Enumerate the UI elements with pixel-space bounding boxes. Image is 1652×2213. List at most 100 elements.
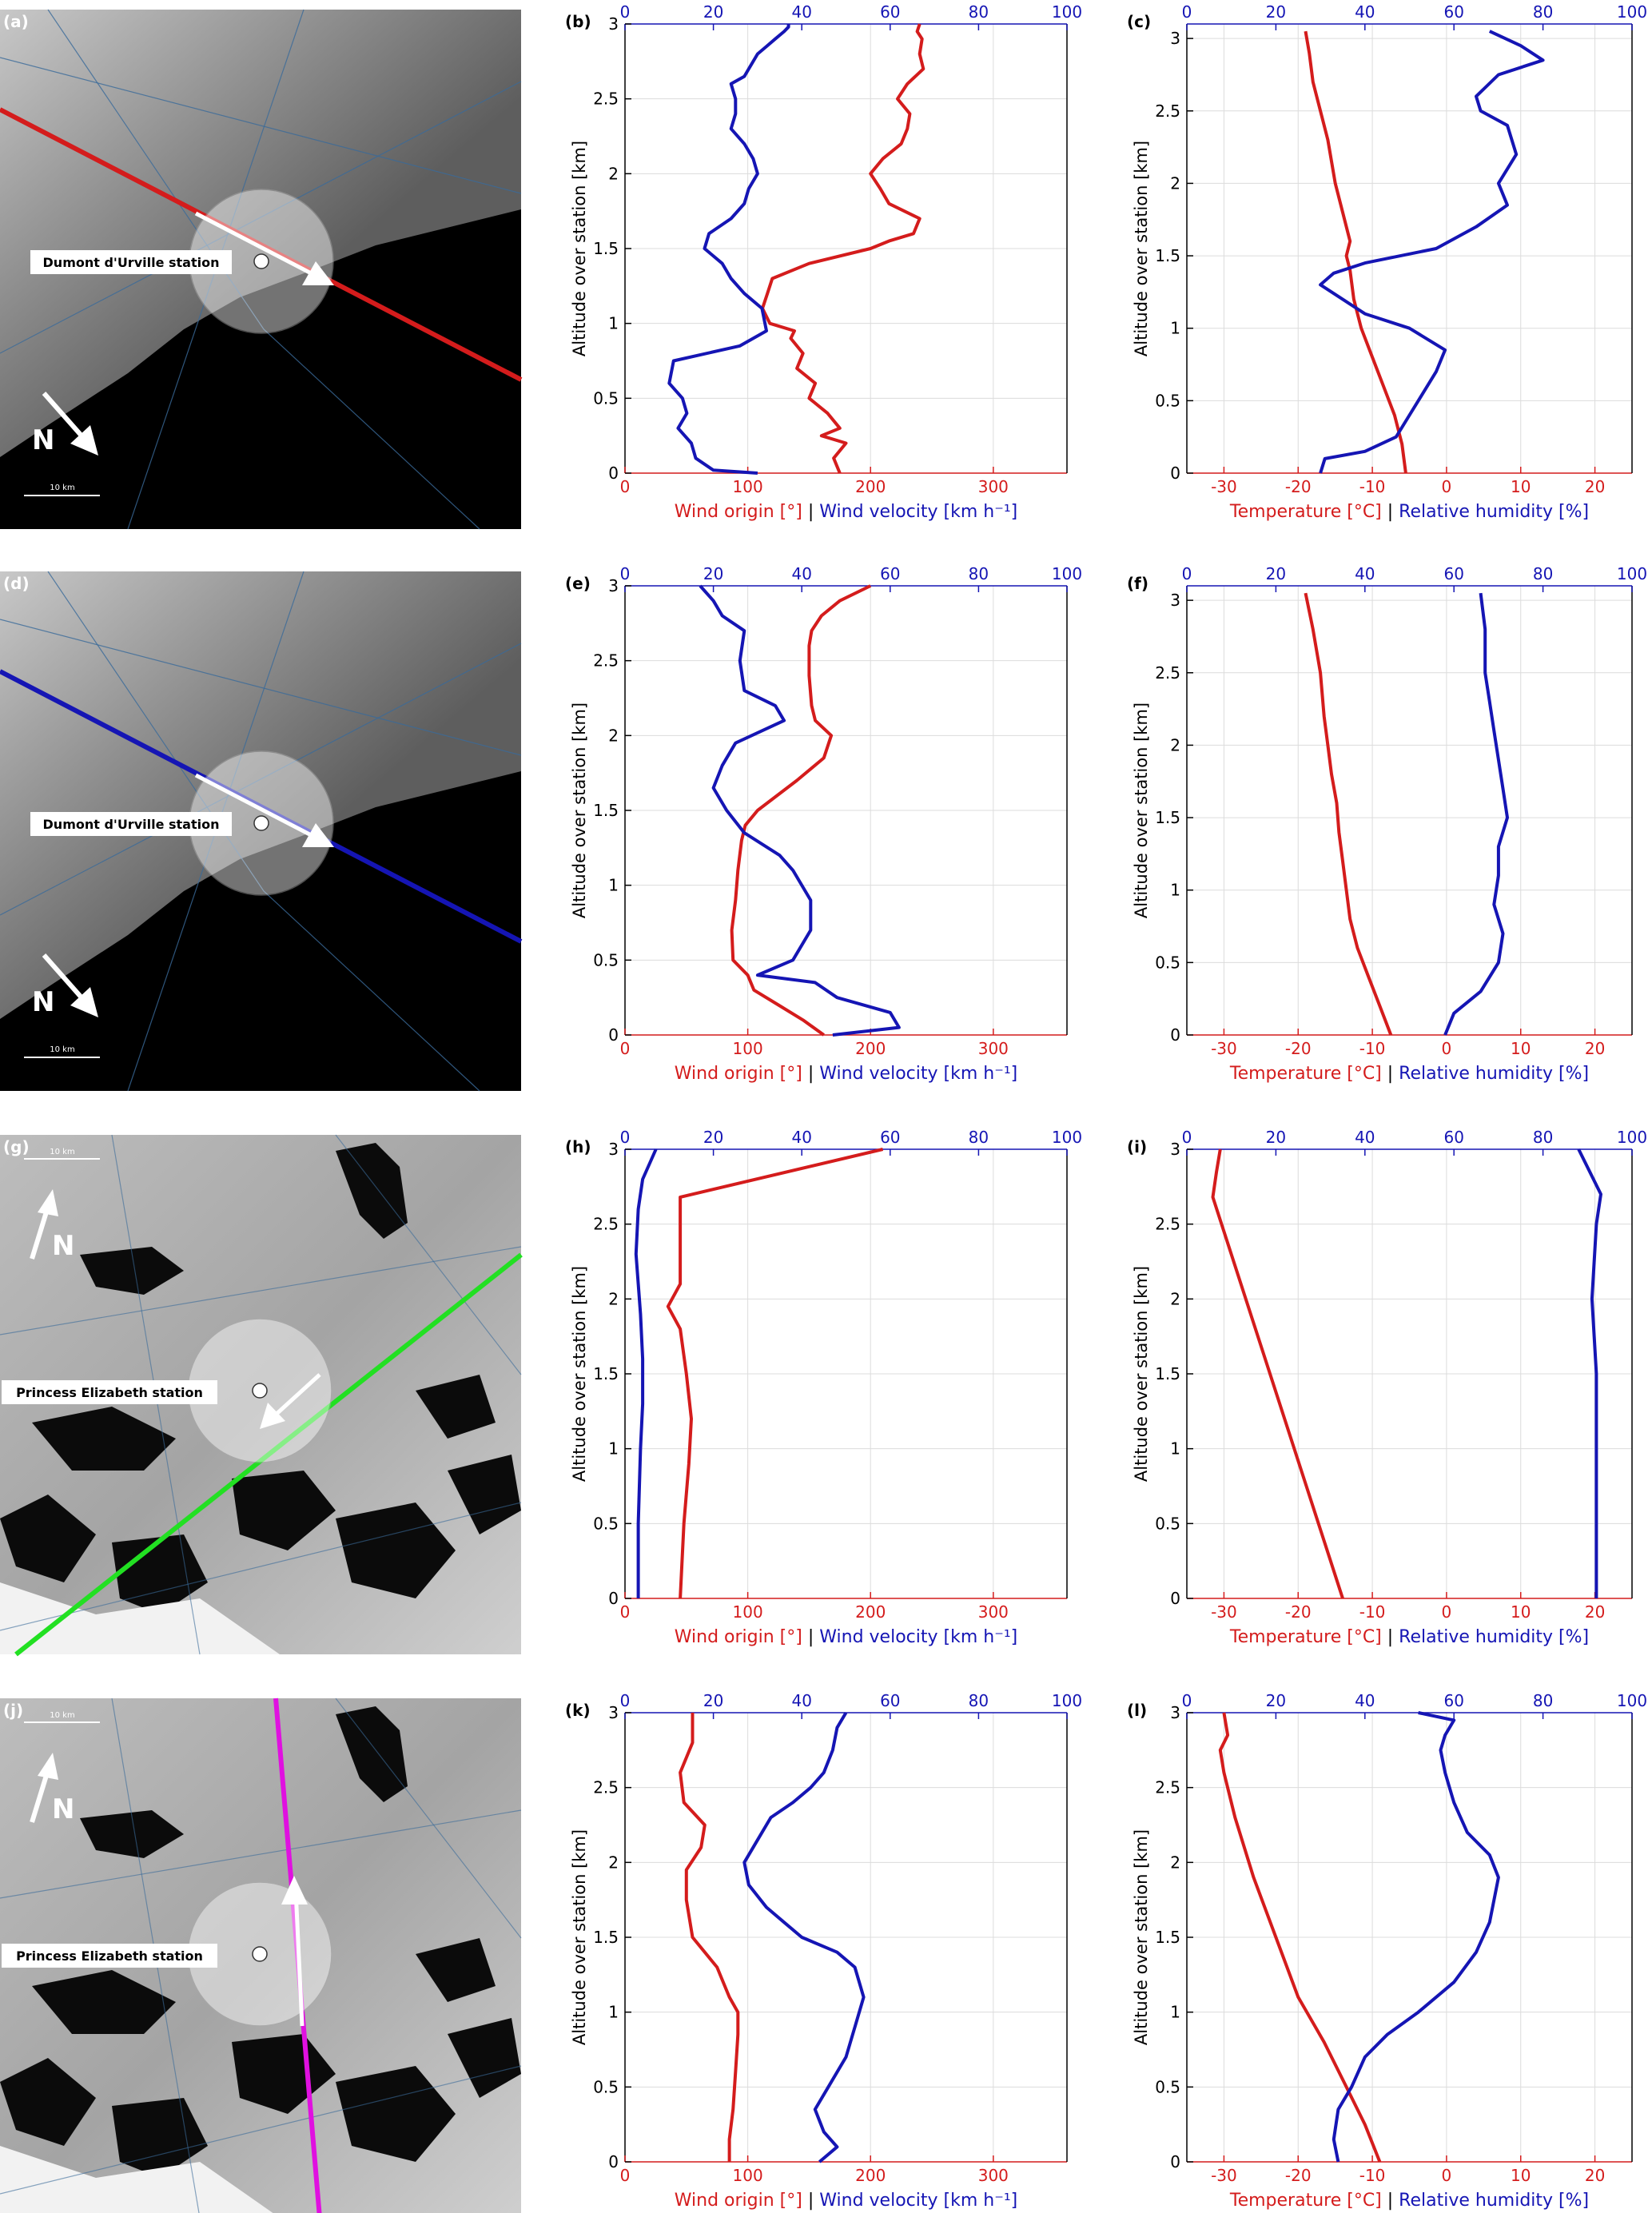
wind-arrow-shaft	[293, 1889, 305, 2027]
series-line-blue	[1577, 1148, 1602, 1598]
station-label-box	[2, 1944, 217, 1968]
y-tick-label: 2	[608, 1289, 619, 1308]
x-top-tick-label: 0	[1182, 564, 1192, 583]
y-tick-label: 1	[1170, 2003, 1180, 2022]
rock-outcrop	[336, 1706, 408, 1802]
rock-outcrop	[448, 2018, 521, 2098]
x-axis-label-part: Temperature [°C]	[1229, 1064, 1382, 1084]
x-top-tick-label: 0	[1182, 1691, 1192, 1710]
panel-label: (i)	[1127, 1137, 1147, 1156]
x-tick-label: -20	[1285, 2166, 1312, 2185]
x-tick-label: 200	[855, 2166, 886, 2185]
x-top-tick-label: 0	[620, 1691, 631, 1710]
station-label-box	[30, 812, 232, 836]
x-top-tick-label: 60	[1443, 1128, 1463, 1147]
series-line-blue	[1443, 592, 1509, 1036]
y-tick-label: 2	[1170, 1289, 1180, 1308]
wind-arrow-shaft	[194, 211, 317, 278]
x-tick-label: 0	[620, 2166, 631, 2185]
x-axis-label: Wind origin [°] | Wind velocity [km h⁻¹]	[675, 1064, 1017, 1084]
y-tick-label: 0.5	[593, 1514, 619, 1533]
station-label-box	[2, 1380, 217, 1404]
x-axis-label-part: Wind velocity	[814, 502, 937, 522]
series-line-blue	[634, 1148, 658, 1598]
x-top-tick-label: 60	[880, 564, 900, 583]
x-top-tick-label: 100	[1617, 564, 1647, 583]
y-tick-label: 1.5	[1155, 1364, 1180, 1383]
rock-outcrop	[32, 1970, 176, 2034]
y-tick-label: 0.5	[1155, 953, 1180, 972]
y-tick-label: 1.5	[1155, 808, 1180, 827]
x-axis-label-part: Wind origin [°]	[675, 1627, 802, 1647]
panel-label: (j)	[3, 1701, 23, 1720]
x-top-tick-label: 100	[1052, 2, 1082, 22]
panel-label: (k)	[565, 1701, 591, 1720]
panel-label: (e)	[565, 574, 591, 593]
x-axis-label-part: |	[802, 1064, 814, 1084]
station-label: Dumont d'Urville station	[43, 255, 220, 270]
x-top-tick-label: 40	[1355, 564, 1375, 583]
x-axis-label-part: Wind origin [°]	[675, 502, 802, 522]
panel-label: (f)	[1127, 574, 1148, 593]
y-tick-label: 0.5	[593, 950, 619, 969]
graticule-line	[0, 1502, 522, 1631]
x-axis-label-part: Wind velocity	[814, 1627, 937, 1647]
wind-arrow-head	[281, 1876, 308, 1905]
y-axis-label: Altitude over station [km]	[1132, 1266, 1151, 1482]
graticule-line	[0, 619, 522, 756]
x-tick-label: 100	[733, 1602, 763, 1622]
x-tick-label: -20	[1285, 1039, 1312, 1058]
x-top-tick-label: 20	[1266, 2, 1286, 22]
graticule-line	[335, 1698, 522, 1939]
x-tick-label: -30	[1211, 1039, 1237, 1058]
station-marker	[252, 1383, 268, 1399]
map-panel: Dumont d'Urville station N 10 km (d)	[0, 571, 523, 1092]
y-tick-label: 2	[608, 1853, 619, 1872]
graticule-line	[0, 81, 522, 354]
rock-outcrop	[336, 1143, 408, 1239]
north-arrow-shaft	[42, 392, 89, 443]
x-tick-label: 300	[978, 2166, 1009, 2185]
x-axis-label-part: Wind velocity	[814, 1064, 937, 1084]
station-marker	[253, 815, 269, 831]
panel-label: (c)	[1127, 12, 1151, 31]
x-top-tick-label: 0	[620, 564, 631, 583]
y-tick-label: 2	[608, 726, 619, 745]
x-tick-label: -10	[1359, 477, 1386, 496]
north-label: N	[32, 986, 54, 1018]
map-panel: Dumont d'Urville station N 10 km (a)	[0, 9, 523, 530]
y-tick-label: 2.5	[593, 1778, 619, 1797]
y-tick-label: 1.5	[593, 239, 619, 258]
x-tick-label: 20	[1585, 1602, 1605, 1622]
y-axis-label: Altitude over station [km]	[1132, 703, 1151, 918]
x-tick-label: 300	[978, 1039, 1009, 1058]
north-arrow-head	[70, 425, 98, 456]
x-top-tick-label: 80	[1533, 564, 1553, 583]
x-tick-label: 20	[1585, 1039, 1605, 1058]
panel-label: (a)	[3, 12, 29, 31]
x-axis-label-part: |	[1382, 1627, 1393, 1647]
series-line-blue	[1332, 1711, 1500, 2163]
rock-outcrop	[32, 1407, 176, 1471]
x-axis-label-part: Relative humidity [%]	[1393, 502, 1589, 522]
x-axis-label-part: [km h⁻¹]	[938, 502, 1018, 522]
north-arrow-head	[38, 1753, 58, 1780]
x-axis-label-part: Relative humidity [%]	[1393, 2191, 1589, 2211]
x-tick-label: 0	[1442, 1602, 1452, 1622]
graticule-line	[0, 1246, 522, 1335]
x-tick-label: 100	[733, 1039, 763, 1058]
x-axis-label-part: |	[1382, 502, 1393, 522]
chart-e: 0 100 200 300 0 20 40 60 80 100 0 0.5 1 1.5 2 2.5 3 (e) Al…	[565, 564, 1082, 1084]
series-line-blue	[1319, 30, 1545, 474]
x-axis-label-part: [km h⁻¹]	[938, 1064, 1018, 1084]
x-axis-label: Temperature [°C] | Relative humidity [%]	[1229, 1064, 1589, 1084]
y-tick-label: 0	[608, 2152, 619, 2171]
y-tick-label: 0	[1170, 1589, 1180, 1608]
x-axis-label: Temperature [°C] | Relative humidity [%]	[1229, 2191, 1589, 2211]
flight-track-line	[14, 1252, 523, 1657]
ice-sheet	[0, 10, 521, 457]
x-tick-label: 300	[978, 1602, 1009, 1622]
x-tick-label: 0	[1442, 477, 1452, 496]
x-top-tick-label: 60	[1443, 1691, 1463, 1710]
graticule-line	[0, 643, 522, 916]
